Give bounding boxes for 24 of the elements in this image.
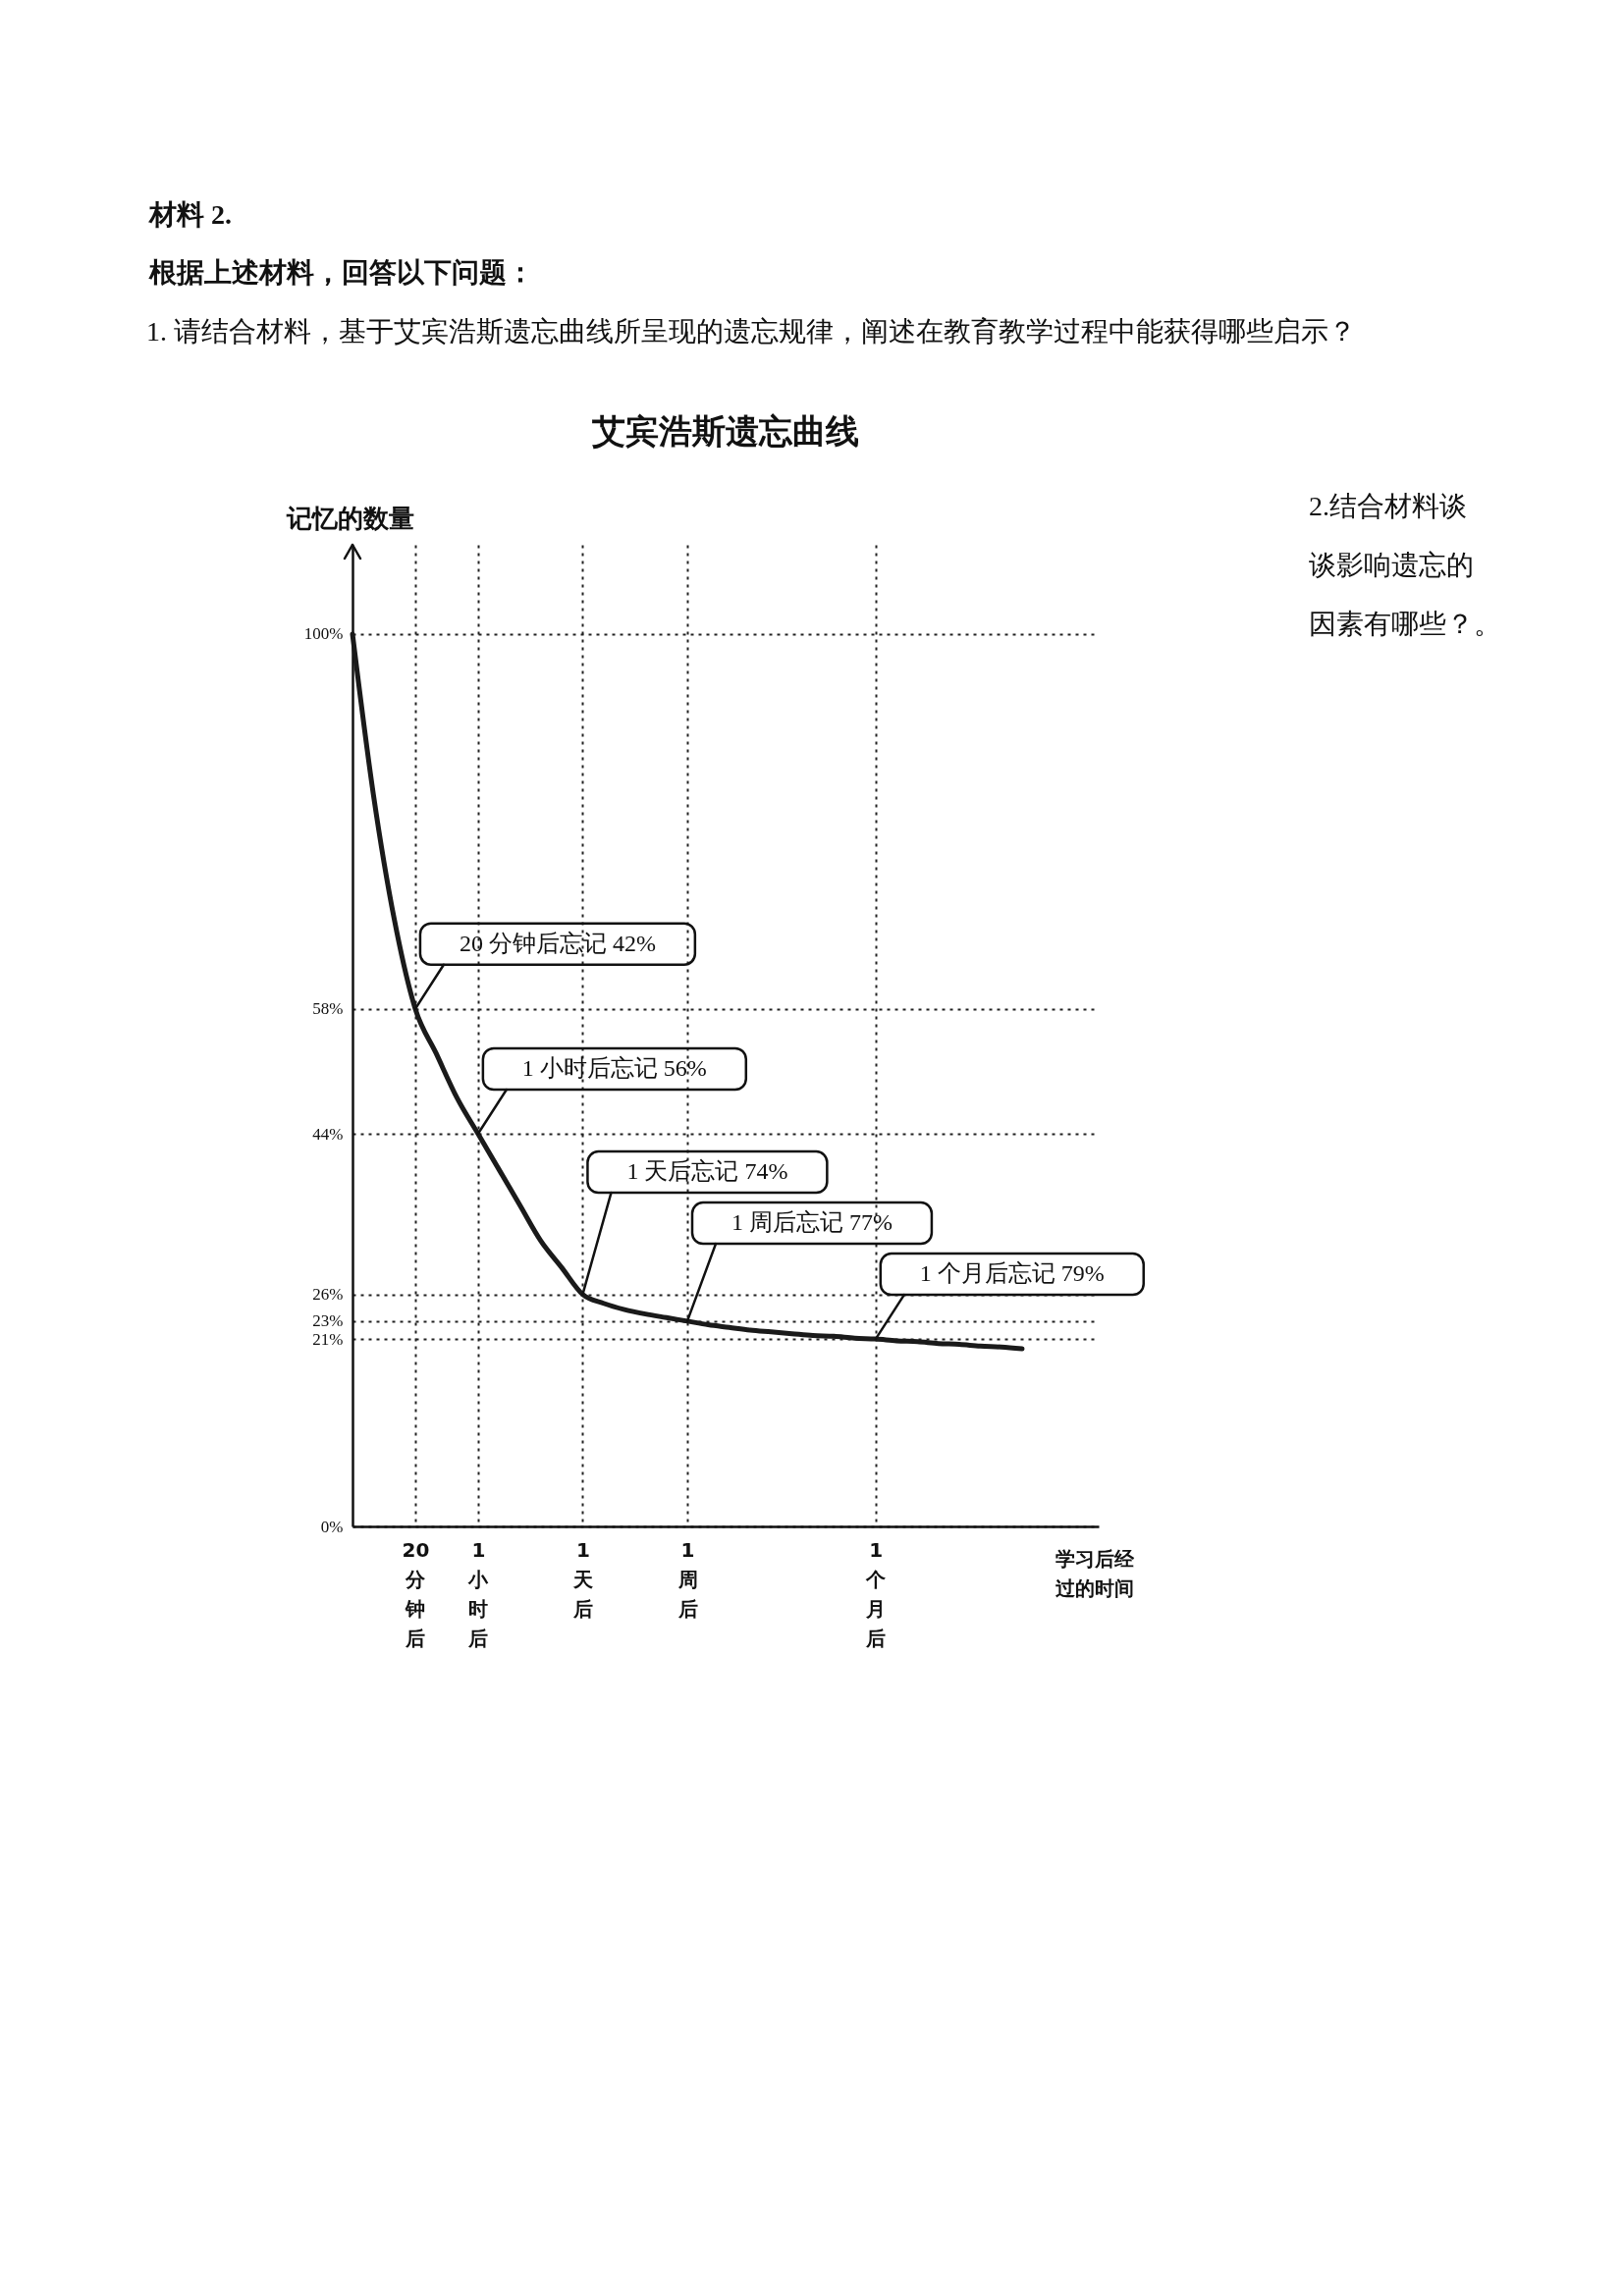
y-tick-label: 23% [312,1311,344,1331]
y-tick-label: 0% [320,1517,344,1536]
x-tick-label: 20分钟后 [402,1537,430,1650]
x-tick-label: 1个月后 [865,1537,887,1650]
x-tick-label: 1小时后 [467,1537,490,1650]
x-axis-title: 学习后经过的时间 [1055,1547,1135,1600]
y-tick-label: 44% [312,1124,344,1144]
annotation: 1 个月后忘记 79% [919,1260,1105,1287]
annotation: 1 周后忘记 77% [731,1209,893,1236]
x-tick-label: 1周后 [677,1537,698,1621]
annotation: 20 分钟后忘记 42% [459,930,656,956]
y-tick-label: 26% [312,1285,344,1305]
y-axis-title: 记忆的数量 [286,505,414,533]
text: 1. 请结合材料，基于艾宾浩斯遗忘曲线所呈现的遗忘规律，阐述在教育教学过程中能获得哪些启示？ [146,316,1356,347]
y-tick-label: 58% [312,999,344,1019]
annotation: 1 小时后忘记 56% [521,1055,707,1081]
x-tick-label: 1天后 [571,1537,593,1621]
y-tick-label: 21% [312,1329,344,1349]
text: 2.结合材料谈谈影响遗忘的因素有哪些？。 [1309,491,1501,639]
y-tick-label: 100% [303,624,344,644]
chart-title: 艾宾浩斯遗忘曲线 [591,411,859,451]
annotation: 1 天后忘记 74% [626,1158,788,1185]
text: 材料 2. [147,199,232,230]
text: 根据上述材料，回答以下问题： [148,257,534,288]
